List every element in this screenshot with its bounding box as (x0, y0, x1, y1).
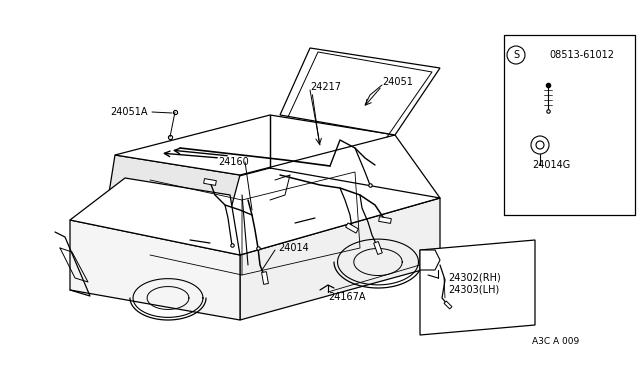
Polygon shape (70, 178, 240, 255)
Text: 24051A: 24051A (111, 107, 148, 117)
Text: 24167A: 24167A (328, 292, 365, 302)
Polygon shape (420, 250, 440, 270)
Polygon shape (262, 272, 268, 284)
Polygon shape (70, 220, 240, 320)
Polygon shape (240, 198, 440, 320)
Polygon shape (105, 155, 240, 242)
Text: A3C A 009: A3C A 009 (532, 337, 579, 346)
Polygon shape (444, 301, 452, 309)
Text: 24302(RH): 24302(RH) (448, 273, 500, 283)
Text: S: S (513, 50, 519, 60)
Text: 24014: 24014 (278, 243, 308, 253)
Text: 24160: 24160 (218, 157, 249, 167)
Polygon shape (204, 179, 216, 185)
Polygon shape (70, 168, 440, 255)
Text: 24014G: 24014G (532, 160, 570, 170)
Text: 24217: 24217 (310, 82, 341, 92)
Polygon shape (379, 217, 391, 224)
Polygon shape (280, 48, 440, 135)
Polygon shape (346, 223, 358, 233)
Polygon shape (420, 240, 535, 335)
Polygon shape (374, 241, 382, 254)
Polygon shape (115, 115, 395, 175)
Text: 08513-61012: 08513-61012 (549, 50, 614, 60)
Text: 24303(LH): 24303(LH) (448, 285, 499, 295)
Text: 24051: 24051 (382, 77, 413, 87)
